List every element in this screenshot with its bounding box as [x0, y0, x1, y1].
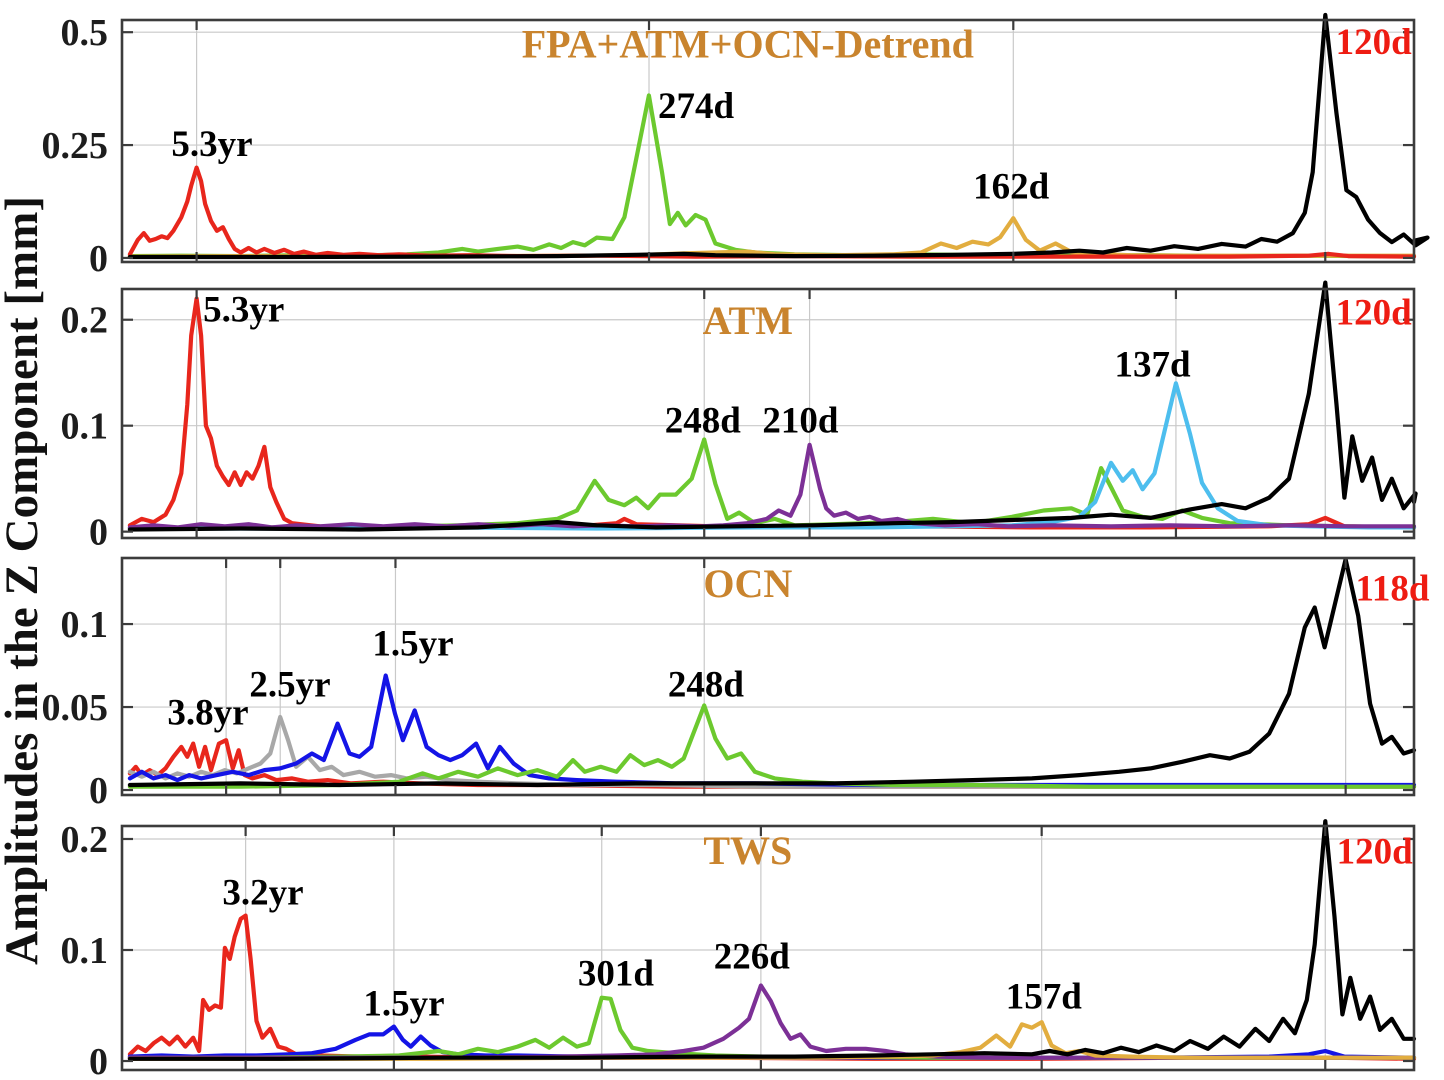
- y-tick-label: 0.1: [61, 604, 109, 646]
- y-tick-label: 0.2: [61, 819, 109, 861]
- panel-FPA+ATM+OCN-Detrend: 0 0.25 0.5 FPA+ATM+OCN-Detrend 5.3yr 274d 162d…: [42, 12, 1430, 280]
- series-red-line: [127, 738, 1417, 789]
- peak-label-5.3yr: 5.3yr: [203, 290, 284, 331]
- panel-title: TWS: [703, 828, 792, 873]
- y-tick-label: 0: [89, 770, 108, 812]
- y-tick-label: 0.5: [61, 12, 109, 54]
- peak-label-120d: 120d: [1337, 831, 1414, 872]
- series-blue-line: [127, 673, 1417, 788]
- peak-label-5.3yr: 5.3yr: [171, 124, 252, 165]
- peak-label-118d: 118d: [1355, 569, 1429, 610]
- y-tick-label: 0.2: [61, 300, 109, 342]
- y-tick-label: 0: [89, 512, 108, 554]
- series-black-line: [127, 819, 1417, 1061]
- panel-TWS: 0 0.1 0.2 TWS 3.2yr 1.5yr 301d 226d 157d 120d: [61, 819, 1417, 1080]
- y-tick-label: 0: [89, 238, 108, 280]
- peak-label-120d: 120d: [1336, 22, 1413, 63]
- series-black-line: [127, 280, 1418, 532]
- panel-border: [120, 18, 1416, 264]
- series-blue-line: [127, 1024, 1417, 1060]
- peak-label-1.5yr: 1.5yr: [372, 623, 453, 664]
- panel-title: ATM: [703, 298, 793, 343]
- series-green-line: [127, 93, 1417, 259]
- y-tick-label: 0: [89, 1041, 108, 1080]
- panel-title: FPA+ATM+OCN-Detrend: [522, 21, 974, 66]
- peak-label-210d: 210d: [762, 400, 839, 441]
- panel-ATM: 0 0.1 0.2 ATM 5.3yr 248d 210d 137d 120d: [61, 280, 1418, 554]
- y-tick-label: 0.05: [42, 687, 109, 729]
- peak-label-274d: 274d: [658, 86, 735, 127]
- peak-label-137d: 137d: [1114, 345, 1191, 386]
- peak-label-3.8yr: 3.8yr: [167, 692, 248, 733]
- series-green-line: [127, 703, 1417, 789]
- panel-border: [120, 824, 1416, 1072]
- series-black-line: [127, 557, 1417, 788]
- peak-label-248d: 248d: [668, 664, 745, 705]
- panel-title: OCN: [703, 561, 792, 606]
- series-gold-line: [127, 216, 1417, 259]
- peak-label-2.5yr: 2.5yr: [249, 664, 330, 705]
- y-tick-label: 0.1: [61, 930, 109, 972]
- peak-label-226d: 226d: [714, 936, 791, 977]
- peak-label-162d: 162d: [973, 167, 1050, 208]
- y-tick-label: 0.25: [42, 125, 109, 167]
- peak-label-120d: 120d: [1336, 293, 1413, 334]
- panel-border: [120, 556, 1416, 797]
- peak-label-157d: 157d: [1006, 976, 1083, 1017]
- peak-label-3.2yr: 3.2yr: [222, 873, 303, 914]
- y-tick-label: 0.1: [61, 406, 109, 448]
- series-black-line: [127, 12, 1430, 260]
- series-purple-line: [127, 983, 1417, 1060]
- series-purple-line: [127, 442, 1417, 530]
- peak-label-301d: 301d: [578, 953, 655, 994]
- peak-label-1.5yr: 1.5yr: [363, 983, 444, 1024]
- panel-border: [120, 287, 1416, 540]
- peak-label-248d: 248d: [665, 400, 742, 441]
